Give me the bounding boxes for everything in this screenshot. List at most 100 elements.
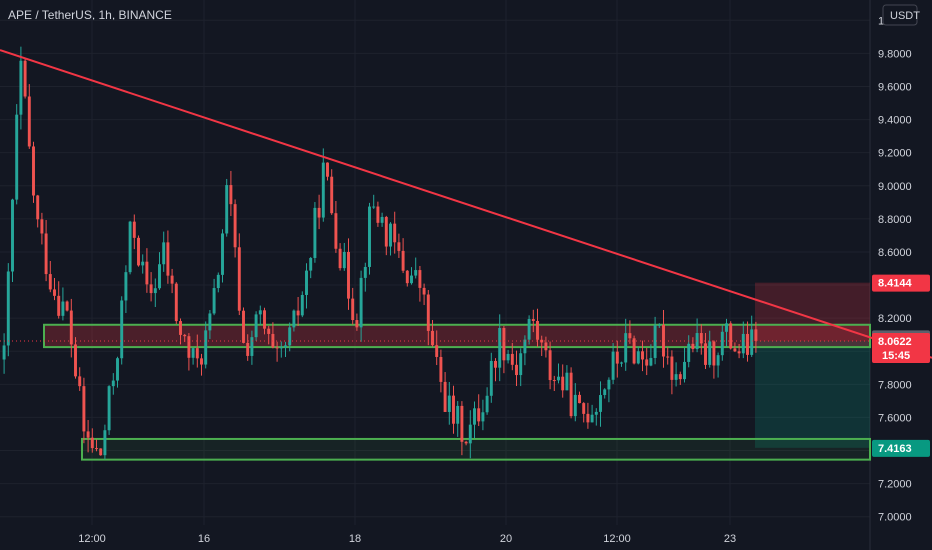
candle-body <box>720 331 724 356</box>
candle-body <box>473 408 476 425</box>
candle-body <box>124 272 128 301</box>
candle-body <box>149 284 153 294</box>
candle-body <box>359 277 363 328</box>
candle-body <box>166 242 170 276</box>
x-tick-label: 20 <box>500 533 512 545</box>
candle-body <box>19 60 23 115</box>
candle-body <box>263 310 266 329</box>
candle-body <box>678 374 682 380</box>
candle-body <box>2 345 6 360</box>
candle-body <box>540 339 544 343</box>
candle-body <box>523 339 527 354</box>
candle-body <box>405 270 409 284</box>
candle-body <box>376 206 380 223</box>
candle-body <box>48 274 52 290</box>
candle-body <box>69 310 73 345</box>
support-zone[interactable] <box>81 437 871 461</box>
candle-body <box>531 319 535 321</box>
candle-body <box>716 355 720 366</box>
candle-body <box>578 394 581 404</box>
candle-body <box>82 386 86 432</box>
y-tick-label: 7.6000 <box>878 412 912 424</box>
candle-body <box>208 313 212 331</box>
candle-body <box>132 221 136 238</box>
candle-body <box>620 362 623 364</box>
candle-body <box>296 310 300 316</box>
candle-body <box>372 206 376 208</box>
candle-body <box>212 288 216 314</box>
candle-body <box>384 216 388 247</box>
candle-body <box>61 301 65 316</box>
candle-body <box>708 341 712 365</box>
candle-body <box>363 266 367 278</box>
x-tick-label: 23 <box>724 533 736 545</box>
candle-body <box>510 353 514 365</box>
candle-body <box>683 361 686 380</box>
candle-body <box>120 300 124 359</box>
candle-body <box>254 314 258 338</box>
candle-body <box>746 333 749 355</box>
candle-body <box>431 330 434 346</box>
candle-body <box>355 320 359 328</box>
candle-body <box>750 329 754 355</box>
price-tag-label: 7.4163 <box>878 443 912 455</box>
candle-body <box>557 376 560 381</box>
chart-title: APE / TetherUS, 1h, BINANCE <box>8 8 172 22</box>
candle-body <box>439 356 443 382</box>
candle-body <box>179 321 182 335</box>
candle-body <box>506 353 510 361</box>
candle-body <box>536 320 539 340</box>
candle-body <box>258 310 262 315</box>
candle-body <box>502 327 506 361</box>
candle-body <box>573 394 577 417</box>
candle-body <box>305 270 308 295</box>
y-tick-label: 9.8000 <box>878 48 912 60</box>
candle-body <box>103 430 107 456</box>
candle-body <box>95 448 98 450</box>
candle-body <box>691 343 695 350</box>
currency-button[interactable] <box>882 4 918 26</box>
candle-body <box>128 221 132 273</box>
candle-body <box>414 270 418 276</box>
candle-body <box>145 261 149 285</box>
candle-body <box>338 248 342 269</box>
candle-body <box>334 213 338 249</box>
candle-body <box>422 287 426 295</box>
price-tag <box>872 439 930 457</box>
x-tick-label: 18 <box>349 533 361 545</box>
candle-body <box>464 441 468 444</box>
candle-body <box>229 185 233 205</box>
candle-body <box>44 233 48 275</box>
candle-body <box>607 379 611 390</box>
candle-body <box>36 195 40 220</box>
y-tick-label: 8.8000 <box>878 214 912 226</box>
candle-body <box>225 185 229 234</box>
candle-body <box>460 405 464 442</box>
candle-body <box>754 329 758 341</box>
candle-body <box>111 380 115 387</box>
candle-body <box>548 350 552 381</box>
candle-body <box>74 344 77 377</box>
candle-body <box>216 274 220 289</box>
candle-body <box>11 199 14 272</box>
candle-body <box>615 351 619 364</box>
candle-body <box>233 204 237 248</box>
x-tick-label: 16 <box>198 533 210 545</box>
candle-body <box>347 251 350 299</box>
candle-body <box>279 347 283 349</box>
candle-body <box>456 405 460 424</box>
y-tick-label: 9.2000 <box>878 148 912 160</box>
candle-body <box>158 264 161 289</box>
descending-trendline[interactable] <box>0 49 932 359</box>
candle-body <box>317 207 321 218</box>
candle-body <box>330 176 334 214</box>
candle-body <box>704 343 707 365</box>
candle-body <box>594 411 598 415</box>
candle-body <box>342 251 346 269</box>
take-profit-zone[interactable] <box>755 340 870 448</box>
candle-body <box>733 348 737 352</box>
candle-body <box>498 327 502 368</box>
candle-body <box>183 334 187 337</box>
candle-body <box>657 324 661 326</box>
